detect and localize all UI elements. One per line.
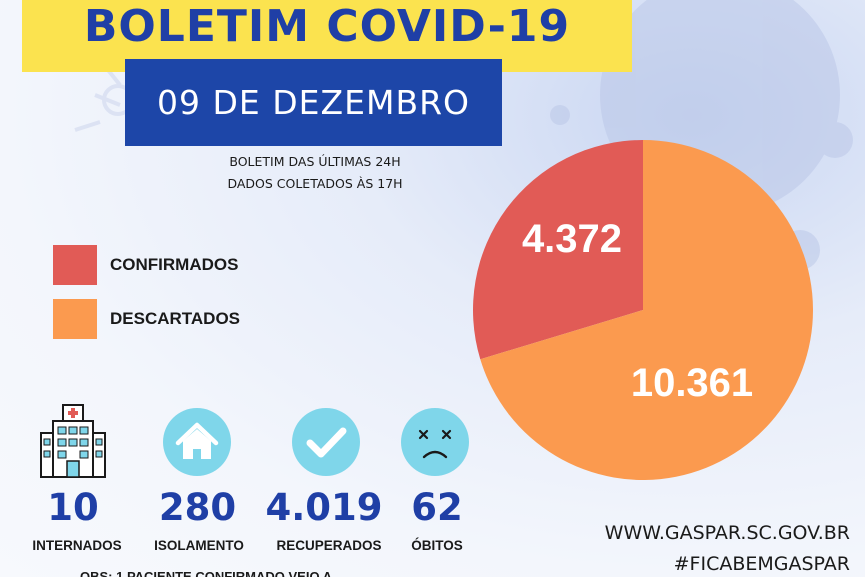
stat-label-internados: INTERNADOS [32, 538, 122, 553]
subtitle-line-1: BOLETIM DAS ÚLTIMAS 24H [229, 154, 401, 169]
legend-swatch-confirmados [53, 245, 97, 285]
site-url: WWW.GASPAR.SC.GOV.BR [604, 522, 850, 544]
stat-value-obitos: 62 [411, 486, 463, 529]
title-banner: BOLETIM COVID-19 [22, 0, 632, 72]
stat-value-isolamento: 280 [158, 486, 237, 529]
pie-slice-descartados [480, 140, 813, 480]
stat-value-internados: 10 [47, 486, 99, 529]
pie-label-descartados: 10.361 [631, 361, 753, 405]
sad-face-icon [401, 408, 469, 476]
checkmark-icon [292, 408, 360, 476]
legend-label-descartados: DESCARTADOS [110, 309, 241, 328]
subtitle-line-2: DADOS COLETADOS ÀS 17H [227, 176, 403, 191]
footnote: OBS: 1 PACIENTE CONFIRMADO VEIO A [80, 569, 333, 577]
pie-slice-confirmados [472, 140, 643, 360]
pie-label-confirmados: 4.372 [522, 217, 622, 261]
stat-label-isolamento: ISOLAMENTO [154, 538, 244, 553]
stat-label-obitos: ÓBITOS [411, 538, 463, 553]
date-banner: 09 DE DEZEMBRO [125, 59, 502, 146]
house-icon [163, 408, 231, 476]
legend-label-confirmados: CONFIRMADOS [110, 255, 239, 274]
stat-value-recuperados: 4.019 [265, 486, 383, 529]
hashtag: #FICABEMGASPAR [673, 553, 850, 575]
stat-label-recuperados: RECUPERADOS [276, 538, 382, 553]
hospital-icon [40, 404, 106, 478]
legend-swatch-descartados [53, 299, 97, 339]
page-title: BOLETIM COVID-19 [83, 1, 571, 52]
